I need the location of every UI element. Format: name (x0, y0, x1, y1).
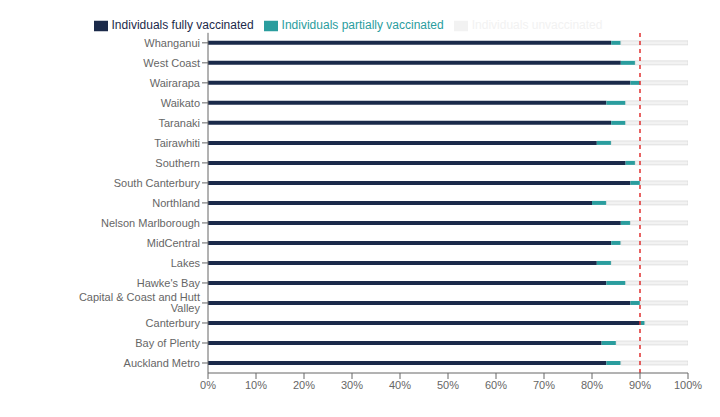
svg-text:MidCentral: MidCentral (147, 237, 200, 249)
svg-text:Tairawhiti: Tairawhiti (154, 137, 200, 149)
svg-text:Capital & Coast and HuttValley: Capital & Coast and HuttValley (79, 291, 201, 314)
svg-text:0%: 0% (200, 379, 216, 391)
svg-text:40%: 40% (389, 379, 411, 391)
svg-text:Hawke's Bay: Hawke's Bay (137, 277, 201, 289)
html-text:Individuals unvaccinated: Individuals unvaccinated (471, 18, 603, 32)
svg-text:Southern: Southern (155, 157, 200, 169)
svg-text:Nelson Marlborough: Nelson Marlborough (101, 217, 200, 229)
svg-text:West Coast: West Coast (143, 57, 200, 69)
html-text:Individuals partially vaccinat: Individuals partially vaccinated (281, 18, 444, 32)
svg-text:Auckland Metro: Auckland Metro (124, 357, 200, 369)
svg-text:70%: 70% (533, 379, 555, 391)
svg-text:80%: 80% (581, 379, 603, 391)
svg-text:Northland: Northland (152, 197, 200, 209)
svg-text:Taranaki: Taranaki (158, 117, 200, 129)
svg-text:100%: 100% (674, 379, 702, 391)
svg-text:60%: 60% (485, 379, 507, 391)
svg-text:30%: 30% (341, 379, 363, 391)
svg-text:50%: 50% (437, 379, 459, 391)
svg-text:90%: 90% (629, 379, 651, 391)
svg-text:10%: 10% (245, 379, 267, 391)
svg-text:South Canterbury: South Canterbury (114, 177, 201, 189)
svg-text:20%: 20% (293, 379, 315, 391)
svg-text:Lakes: Lakes (171, 257, 201, 269)
svg-text:Whanganui: Whanganui (144, 37, 200, 49)
html-text:Individuals fully vaccinated: Individuals fully vaccinated (111, 18, 254, 32)
svg-text:Bay of Plenty: Bay of Plenty (135, 337, 200, 349)
svg-text:Canterbury: Canterbury (146, 317, 201, 329)
svg-text:Waikato: Waikato (161, 97, 200, 109)
svg-text:Wairarapa: Wairarapa (150, 77, 201, 89)
